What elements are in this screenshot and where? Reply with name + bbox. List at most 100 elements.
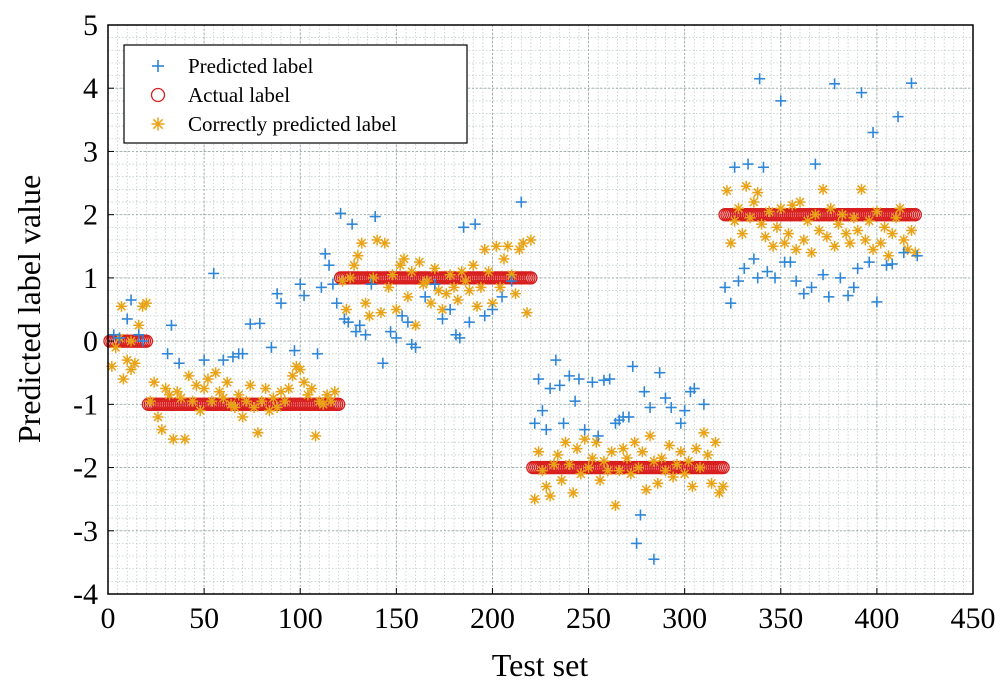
correct-label-point [206, 395, 218, 407]
y-tick-label: -4 [73, 578, 98, 611]
predicted-label-point [752, 272, 764, 284]
correct-label-point [675, 446, 687, 458]
correct-label-point [598, 455, 610, 467]
predicted-label-point [659, 392, 671, 404]
predicted-label-point [271, 288, 283, 300]
y-tick-label: 1 [83, 262, 98, 295]
x-tick-label: 400 [854, 602, 899, 635]
predicted-label-point [137, 335, 149, 347]
predicted-label-point [644, 401, 656, 413]
y-tick-label: -2 [73, 452, 98, 485]
correct-label-point [463, 285, 475, 297]
correct-label-point [379, 237, 391, 249]
correct-label-point [390, 304, 402, 315]
y-tick-label: 4 [83, 72, 98, 105]
correct-label-point [117, 373, 129, 385]
predicted-label-point [265, 341, 277, 353]
correct-label-point [898, 234, 910, 246]
predicted-label-point [563, 370, 575, 382]
predicted-label-point [848, 281, 860, 293]
predicted-label-point [479, 310, 491, 322]
correct-label-point [859, 234, 871, 246]
legend: Predicted label Actual label Correctly p… [123, 44, 468, 144]
predicted-label-point [402, 316, 414, 328]
y-axis-title: Predicted label value [11, 175, 47, 443]
correct-label-point [460, 275, 472, 287]
predicted-label-point [698, 398, 710, 410]
predicted-label-point [350, 326, 362, 338]
predicted-label-point [506, 275, 518, 287]
correct-label-point [213, 386, 225, 398]
correct-label-point [152, 411, 164, 423]
predicted-label-point [806, 281, 818, 293]
correct-label-point [525, 234, 537, 246]
correct-label-point [398, 253, 410, 265]
predicted-label-point [829, 78, 841, 90]
correct-label-point [602, 465, 614, 477]
predicted-label-point [173, 357, 185, 369]
correct-label-point [287, 370, 299, 382]
correct-label-point [210, 367, 222, 379]
correct-label-point [294, 364, 306, 376]
correct-label-point [475, 281, 487, 293]
predicted-label-point [809, 158, 821, 170]
correct-label-point [844, 237, 856, 249]
correct-label-point [575, 468, 587, 480]
correct-label-point [179, 433, 191, 445]
predicted-label-point [634, 509, 646, 521]
predicted-label-series [108, 73, 923, 565]
correct-label-point [879, 221, 891, 233]
correct-label-point [310, 430, 322, 442]
predicted-label-point [648, 553, 660, 565]
actual-label-point [332, 397, 346, 411]
predicted-label-point [852, 262, 864, 274]
correct-label-point [260, 383, 272, 395]
predicted-label-point [436, 313, 448, 325]
predicted-label-point [719, 281, 731, 293]
predicted-label-point [294, 278, 306, 290]
x-tick-label: 350 [758, 602, 803, 635]
correct-label-point [171, 386, 183, 398]
predicted-label-point [598, 374, 610, 386]
x-tick-label: 150 [374, 602, 419, 635]
predicted-label-point [540, 424, 552, 436]
correct-label-point [836, 209, 848, 221]
predicted-label-point [748, 253, 760, 265]
correct-label-point [717, 481, 729, 493]
correct-label-point [698, 427, 710, 439]
correct-label-point [740, 180, 752, 192]
predicted-label-point [121, 313, 133, 325]
legend-label-correct: Correctly predicted label [188, 112, 397, 136]
correct-label-point [329, 386, 341, 398]
correct-label-point [240, 395, 252, 407]
correct-label-point [498, 253, 510, 265]
predicted-label-point [654, 367, 666, 379]
correct-label-point [721, 185, 733, 197]
correct-label-point [636, 446, 648, 458]
predicted-label-point [346, 218, 358, 230]
correct-label-point [782, 228, 794, 240]
predicted-label-point [198, 354, 210, 366]
correct-label-point [144, 395, 156, 407]
correct-label-point [905, 224, 917, 236]
correct-label-point [583, 462, 595, 474]
predicted-label-point [725, 297, 737, 309]
correct-label-point [452, 294, 464, 306]
correct-label-point [425, 297, 437, 309]
correct-label-point [863, 215, 875, 227]
correct-label-point [471, 300, 483, 312]
predicted-label-point [533, 373, 545, 385]
correct-label-point [306, 383, 318, 395]
predicted-label-point [108, 329, 120, 341]
correct-label-point [559, 436, 571, 448]
predicted-label-point [360, 329, 372, 341]
x-tick-label: 450 [951, 602, 996, 635]
correct-label-point [529, 493, 541, 505]
correct-label-point [194, 405, 206, 417]
predicted-label-point [604, 373, 616, 385]
correct-label-point [882, 250, 894, 262]
correct-label-point [586, 452, 598, 464]
correct-label-point [629, 436, 641, 448]
correct-label-point [875, 237, 887, 249]
predicted-label-point [288, 345, 300, 357]
